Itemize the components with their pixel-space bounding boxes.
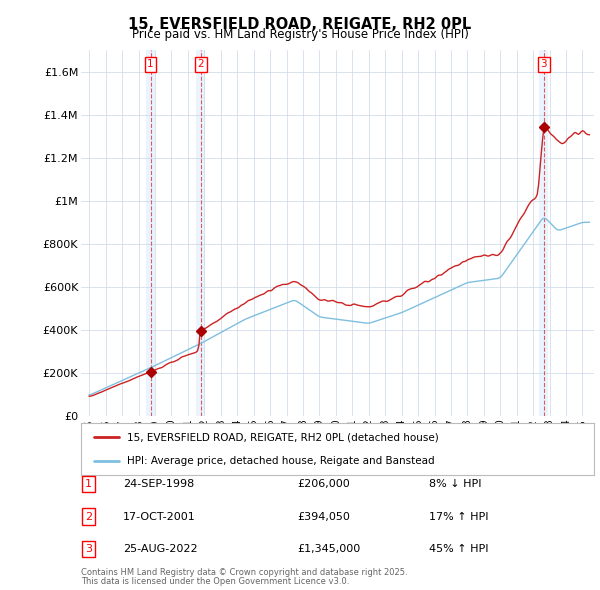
- Bar: [539, 50, 548, 416]
- Text: 2: 2: [197, 59, 204, 69]
- Text: 15, EVERSFIELD ROAD, REIGATE, RH2 0PL: 15, EVERSFIELD ROAD, REIGATE, RH2 0PL: [128, 17, 472, 31]
- Text: 25-AUG-2022: 25-AUG-2022: [123, 544, 197, 554]
- Text: Contains HM Land Registry data © Crown copyright and database right 2025.: Contains HM Land Registry data © Crown c…: [81, 568, 407, 577]
- Text: 1: 1: [85, 479, 92, 489]
- Text: 15, EVERSFIELD ROAD, REIGATE, RH2 0PL (detached house): 15, EVERSFIELD ROAD, REIGATE, RH2 0PL (d…: [127, 432, 439, 442]
- Text: £206,000: £206,000: [297, 479, 350, 489]
- Bar: [196, 50, 205, 416]
- Text: Price paid vs. HM Land Registry's House Price Index (HPI): Price paid vs. HM Land Registry's House …: [131, 28, 469, 41]
- Text: 3: 3: [85, 544, 92, 554]
- Text: 24-SEP-1998: 24-SEP-1998: [123, 479, 194, 489]
- Text: 8% ↓ HPI: 8% ↓ HPI: [429, 479, 482, 489]
- Text: 45% ↑ HPI: 45% ↑ HPI: [429, 544, 488, 554]
- Bar: [146, 50, 155, 416]
- Text: 3: 3: [541, 59, 547, 69]
- Text: HPI: Average price, detached house, Reigate and Banstead: HPI: Average price, detached house, Reig…: [127, 456, 435, 466]
- Text: 2: 2: [85, 512, 92, 522]
- Text: This data is licensed under the Open Government Licence v3.0.: This data is licensed under the Open Gov…: [81, 577, 349, 586]
- Text: £1,345,000: £1,345,000: [297, 544, 360, 554]
- Text: £394,050: £394,050: [297, 512, 350, 522]
- Text: 1: 1: [147, 59, 154, 69]
- Text: 17% ↑ HPI: 17% ↑ HPI: [429, 512, 488, 522]
- Text: 17-OCT-2001: 17-OCT-2001: [123, 512, 196, 522]
